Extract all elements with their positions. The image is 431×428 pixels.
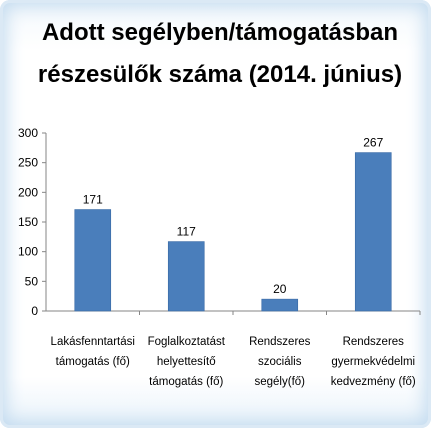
x-category-label: támogatás (fő) [56,356,130,368]
x-category-label: segély(fő) [255,376,306,388]
y-tick-label: 100 [18,245,38,259]
chart-title-line-2: részesülők száma (2014. június) [38,61,402,88]
data-label: 117 [177,225,196,239]
y-tick-label: 150 [18,215,38,229]
data-label: 267 [363,136,383,150]
x-category-label: Rendszeres [249,336,311,348]
bar [354,152,392,312]
data-label: 20 [273,282,287,296]
x-category-label: támogatás (fő) [149,376,223,388]
x-category-label: Rendszeres [343,336,405,348]
x-category-label: gyermekvédelmi [331,356,415,368]
y-tick-label: 250 [18,156,38,170]
x-category-label: Foglalkoztatást [148,336,226,348]
chart-title: Adott segélyben/támogatásban részesülők … [38,19,402,88]
y-tick-label: 0 [31,304,38,318]
x-category-label: szociális [258,356,302,368]
y-tick-label: 200 [18,185,38,199]
bar [74,209,112,312]
y-tick-label: 300 [18,126,38,140]
y-tick-label: 50 [25,274,39,288]
data-label: 171 [83,193,103,207]
bar [167,241,205,312]
chart-title-line-1: Adott segélyben/támogatásban [42,19,398,46]
x-category-label: helyettesítő [157,356,216,368]
x-category-label: Lakásfenntartási [51,336,135,348]
plot-area: 0 50 100 150 200 250 300 171 Lakásfenntartási tám… [18,126,421,388]
x-category-label: kedvezmény (fő) [331,376,416,388]
bar [261,298,299,312]
